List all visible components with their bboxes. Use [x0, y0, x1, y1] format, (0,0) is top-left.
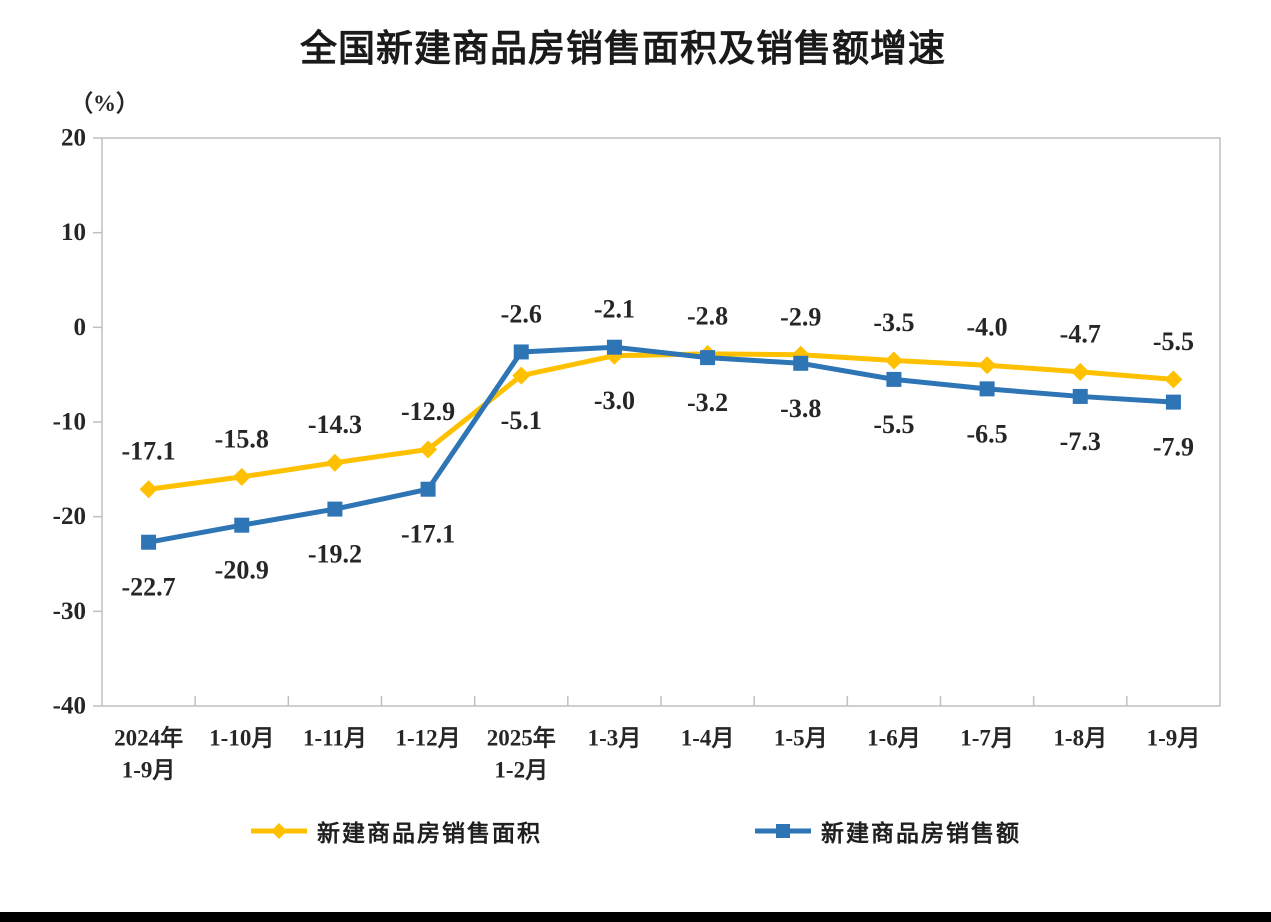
y-axis-tick-label: 20	[61, 125, 86, 152]
data-label-series-0-point-1: -15.8	[215, 424, 269, 453]
legend-line-marker-icon	[251, 823, 307, 839]
data-label-series-0-point-9: -4.0	[966, 313, 1007, 342]
series-1-marker-6	[700, 350, 716, 366]
series-0-marker-1	[232, 467, 251, 486]
series-0-marker-11	[1164, 370, 1183, 389]
data-label-series-0-point-6: -2.8	[687, 301, 728, 330]
data-label-series-0-point-10: -4.7	[1060, 319, 1101, 348]
legend-label-0: 新建商品房销售面积	[317, 821, 542, 846]
plot-border	[101, 137, 1221, 707]
legend-entry-1: 新建商品房销售额	[754, 814, 1021, 848]
data-label-series-0-point-7: -2.9	[780, 302, 821, 331]
series-0-marker-8	[884, 351, 903, 370]
x-category-label: 1-12月	[395, 726, 460, 751]
data-label-series-1-point-9: -6.5	[966, 419, 1007, 448]
data-label-series-0-point-11: -5.5	[1153, 327, 1194, 356]
y-axis-tick-label: -10	[53, 409, 86, 436]
data-label-series-0-point-4: -5.1	[501, 406, 542, 435]
y-axis-tick-label: 10	[61, 219, 86, 246]
data-label-series-1-point-4: -2.6	[501, 299, 542, 328]
footer-bar	[0, 912, 1271, 922]
data-label-series-1-point-11: -7.9	[1153, 433, 1194, 462]
plot-area: 20 10 0 -10 -20 -30 -40 2024年 1-9月 1-10月 1-11月 1-12…	[53, 125, 1221, 783]
legend-label-1: 新建商品房销售额	[821, 821, 1021, 846]
data-label-series-1-point-3: -17.1	[401, 520, 455, 549]
series-1-marker-2	[327, 501, 343, 517]
data-label-series-1-point-10: -7.3	[1060, 427, 1101, 456]
x-category-label: 1-6月	[867, 726, 921, 751]
series-0-marker-4	[512, 366, 531, 385]
legend-line-marker-icon	[755, 824, 811, 838]
x-category-label: 1-5月	[774, 726, 828, 751]
x-category-label: 1-9月	[122, 758, 176, 783]
series-1-line	[146, 344, 1176, 545]
series-1-marker-3	[420, 481, 436, 497]
data-label-series-1-point-2: -19.2	[308, 540, 362, 569]
x-category-label: 1-2月	[494, 758, 548, 783]
x-category-label: 1-11月	[303, 726, 367, 751]
series-1-marker-0	[141, 534, 157, 550]
data-label-series-1-point-8: -5.5	[873, 410, 914, 439]
data-label-series-1-point-0: -22.7	[121, 573, 175, 602]
data-label-series-1-point-5: -2.1	[594, 295, 635, 324]
x-category-label: 1-7月	[960, 726, 1014, 751]
series-0-marker-9	[978, 356, 997, 375]
x-category-label: 1-10月	[209, 726, 274, 751]
data-label-series-0-point-3: -12.9	[401, 397, 455, 426]
y-axis-unit-label: （%）	[70, 91, 139, 116]
series-1-marker-1	[234, 517, 250, 533]
x-category-label: 1-8月	[1053, 726, 1107, 751]
data-label-series-0-point-8: -3.5	[873, 308, 914, 337]
y-axis-tick-label: -40	[53, 693, 86, 720]
x-category-label: 1-9月	[1147, 726, 1201, 751]
y-axis-tick-label: -20	[53, 503, 86, 530]
y-axis-tick-label: 0	[74, 314, 87, 341]
data-label-series-0-point-2: -14.3	[308, 410, 362, 439]
series-1-marker-10	[1072, 388, 1088, 404]
y-axis-tick-label: -30	[53, 598, 86, 625]
series-0-marker-10	[1071, 362, 1090, 381]
series-1-marker-8	[886, 371, 902, 387]
data-label-series-1-point-7: -3.8	[780, 394, 821, 423]
series-1-marker-4	[513, 344, 529, 360]
x-category-label: 1-3月	[588, 726, 642, 751]
series-1-marker-7	[793, 355, 809, 371]
chart-title: 全国新建商品房销售面积及销售额增速	[300, 28, 946, 69]
legend-entry-0: 新建商品房销售面积	[250, 814, 542, 848]
chart-legend: 新建商品房销售面积 新建商品房销售额	[0, 812, 1271, 850]
x-category-label: 2024年	[114, 725, 183, 751]
data-label-series-1-point-1: -20.9	[215, 556, 269, 585]
data-label-series-0-point-5: -3.0	[594, 386, 635, 415]
series-1-marker-9	[979, 381, 995, 397]
x-category-label: 1-4月	[681, 726, 735, 751]
series-0-line	[146, 351, 1176, 492]
series-0-marker-2	[325, 453, 344, 472]
series-1-marker-11	[1165, 394, 1181, 410]
series-1-marker-5	[606, 339, 622, 355]
series-0-marker-3	[419, 440, 438, 459]
series-0-marker-0	[139, 480, 158, 499]
data-label-series-0-point-0: -17.1	[121, 437, 175, 466]
x-category-label: 2025年	[487, 725, 556, 751]
data-label-series-1-point-6: -3.2	[687, 388, 728, 417]
